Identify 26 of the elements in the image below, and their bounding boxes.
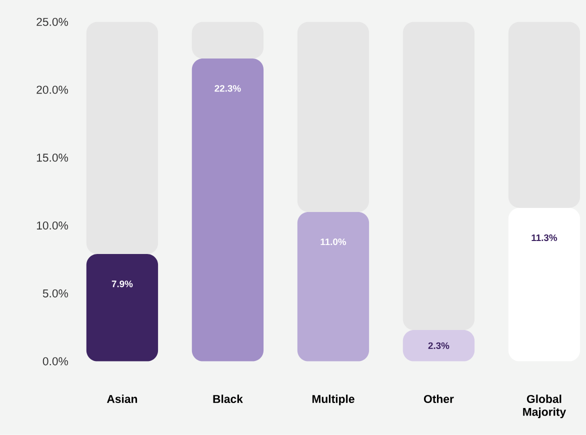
bar (297, 22, 370, 212)
bar (86, 22, 158, 254)
bar (297, 212, 370, 362)
x-tick-label: Global Majority (523, 394, 566, 418)
bar (192, 58, 264, 362)
y-tick-label: 5.0% (42, 289, 68, 298)
y-tick-label: 20.0% (36, 86, 68, 94)
data-label: 11.0% (320, 238, 346, 246)
x-tick-label: Multiple (312, 394, 354, 406)
data-label: 22.3% (214, 85, 241, 92)
bar (402, 22, 475, 330)
data-label: 11.3% (532, 234, 558, 242)
bar (192, 22, 264, 59)
bar (508, 22, 580, 208)
data-label: 7.9% (112, 280, 133, 288)
x-tick-label: Other (424, 394, 454, 404)
bar (508, 208, 580, 362)
y-tick-label: 15.0% (36, 154, 68, 162)
data-label: 2.3% (428, 342, 450, 350)
x-tick-label: Black (213, 394, 243, 404)
bar (402, 330, 475, 362)
y-tick-label: 0.0% (42, 357, 68, 366)
y-tick-label: 10.0% (36, 222, 68, 230)
x-tick-label: Asian (106, 394, 138, 404)
y-tick-label: 25.0% (36, 18, 68, 26)
bar (86, 254, 158, 362)
